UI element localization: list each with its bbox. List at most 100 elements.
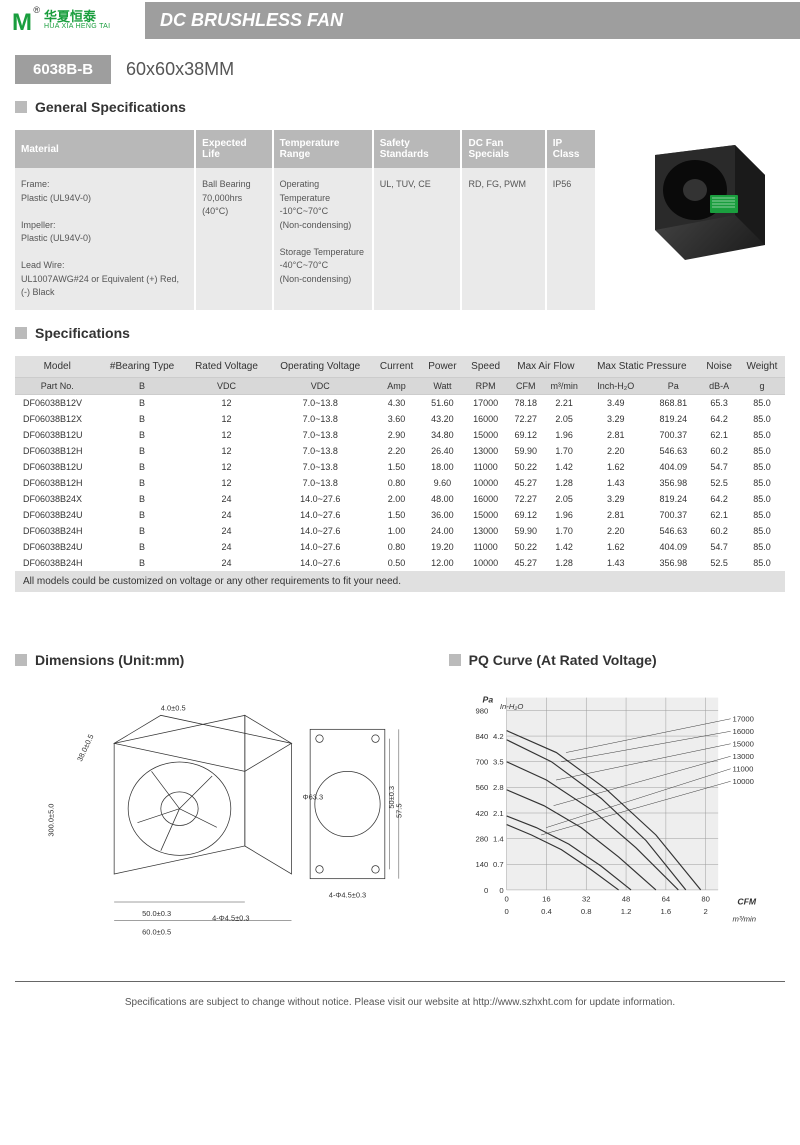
spec-cell: 12 [185,427,269,443]
spec-cell: 12 [185,443,269,459]
dim-label: 4-Φ4.5±0.3 [329,890,366,899]
spec-cell: 7.0~13.8 [268,394,372,411]
spec-cell: 700.37 [647,427,699,443]
dim-label: 60.0±0.5 [142,927,171,936]
spec-cell: B [99,459,184,475]
spec-cell: 85.0 [739,411,785,427]
dim-label: 57.5 [395,803,404,818]
svg-text:64: 64 [661,894,670,903]
spec-header: Model [15,356,99,378]
spec-cell: 16000 [464,411,508,427]
spec-header: Max Static Pressure [584,356,699,378]
spec-cell: 0.80 [372,539,421,555]
svg-text:700: 700 [475,757,488,766]
svg-text:0.7: 0.7 [493,860,504,869]
spec-cell: B [99,523,184,539]
spec-cell: 3.60 [372,411,421,427]
table-row: DF06038B24XB2414.0~27.62.0048.001600072.… [15,491,785,507]
spec-subheader: Amp [372,377,421,394]
spec-cell: 72.27 [507,491,544,507]
spec-cell: 24 [185,539,269,555]
spec-cell: 24 [185,555,269,571]
spec-cell: 52.5 [699,475,739,491]
spec-cell: B [99,555,184,571]
spec-header: #Bearing Type [99,356,184,378]
spec-header: Speed [464,356,508,378]
spec-cell: 48.00 [421,491,464,507]
spec-cell: 1.70 [544,523,584,539]
model-size: 60x60x38MM [126,59,234,80]
svg-text:80: 80 [701,894,710,903]
spec-cell: DF06038B24H [15,523,99,539]
spec-cell: 2.21 [544,394,584,411]
spec-subheader: VDC [185,377,269,394]
pq-xlabel: CFM [737,896,757,906]
spec-cell: 54.7 [699,459,739,475]
spec-cell: 1.42 [544,459,584,475]
spec-cell: 50.22 [507,459,544,475]
spec-subheader: Pa [647,377,699,394]
spec-cell: B [99,507,184,523]
spec-cell: 1.43 [584,555,647,571]
spec-cell: B [99,539,184,555]
gen-header: IP Class [546,130,595,168]
svg-text:1.6: 1.6 [660,906,671,915]
spec-cell: 26.40 [421,443,464,459]
bottom-section: Dimensions (Unit:mm) 38.0±0.5 4.0±0.5 30… [15,652,785,961]
footer: Specifications are subject to change wit… [15,981,785,1023]
spec-cell: 2.90 [372,427,421,443]
spec-cell: 0.80 [372,475,421,491]
spec-cell: 85.0 [739,475,785,491]
table-row: DF06038B24HB2414.0~27.60.5012.001000045.… [15,555,785,571]
svg-text:48: 48 [621,894,630,903]
svg-text:0: 0 [484,885,488,894]
spec-header: Current [372,356,421,378]
spec-subheader: CFM [507,377,544,394]
table-row: DF06038B24UB2414.0~27.61.5036.001500069.… [15,507,785,523]
spec-cell: DF06038B12U [15,459,99,475]
table-row: DF06038B12UB127.0~13.82.9034.801500069.1… [15,427,785,443]
spec-cell: 356.98 [647,555,699,571]
gen-header: Material [15,130,195,168]
dim-label: Φ63.3 [303,792,323,801]
spec-cell: 7.0~13.8 [268,459,372,475]
spec-cell: 85.0 [739,539,785,555]
spec-cell: DF06038B24U [15,507,99,523]
spec-cell: 2.81 [584,427,647,443]
svg-text:15000: 15000 [732,739,753,748]
spec-cell: 59.90 [507,523,544,539]
spec-cell: 1.70 [544,443,584,459]
svg-text:2.1: 2.1 [493,808,504,817]
spec-cell: 1.50 [372,459,421,475]
pq-section: PQ Curve (At Rated Voltage) 014028042056… [449,652,785,961]
spec-note: All models could be customized on voltag… [15,571,785,592]
spec-cell: 85.0 [739,394,785,411]
spec-cell: 60.2 [699,523,739,539]
spec-cell: 24 [185,523,269,539]
spec-cell: 2.20 [584,523,647,539]
logo-cn: 华夏恒泰 [44,10,110,23]
svg-text:11000: 11000 [732,764,753,773]
pq-ylabel: Pa [482,694,493,704]
spec-cell: 72.27 [507,411,544,427]
spec-cell: 1.28 [544,555,584,571]
spec-cell: 7.0~13.8 [268,411,372,427]
pq-chart: 0140280420560700840980 00.71.42.12.83.54… [449,688,785,938]
spec-cell: 12.00 [421,555,464,571]
spec-cell: B [99,411,184,427]
svg-text:3.5: 3.5 [493,757,504,766]
svg-text:560: 560 [475,783,488,792]
svg-text:140: 140 [475,860,488,869]
logo: M ® 华夏恒泰 HUA XIA HENG TAI [0,5,145,35]
spec-cell: 12 [185,475,269,491]
spec-cell: 13000 [464,523,508,539]
spec-cell: 1.28 [544,475,584,491]
gen-spec-row: MaterialExpected LifeTemperature RangeSa… [15,130,785,310]
spec-cell: 62.1 [699,507,739,523]
spec-cell: 60.2 [699,443,739,459]
spec-cell: 3.49 [584,394,647,411]
spec-cell: B [99,427,184,443]
model-row: 6038B-B 60x60x38MM [15,55,785,84]
dimension-drawing: 38.0±0.5 4.0±0.5 300.0±5.0 50.0±0.3 60.0… [15,678,419,958]
table-row: DF06038B12HB127.0~13.82.2026.401300059.9… [15,443,785,459]
